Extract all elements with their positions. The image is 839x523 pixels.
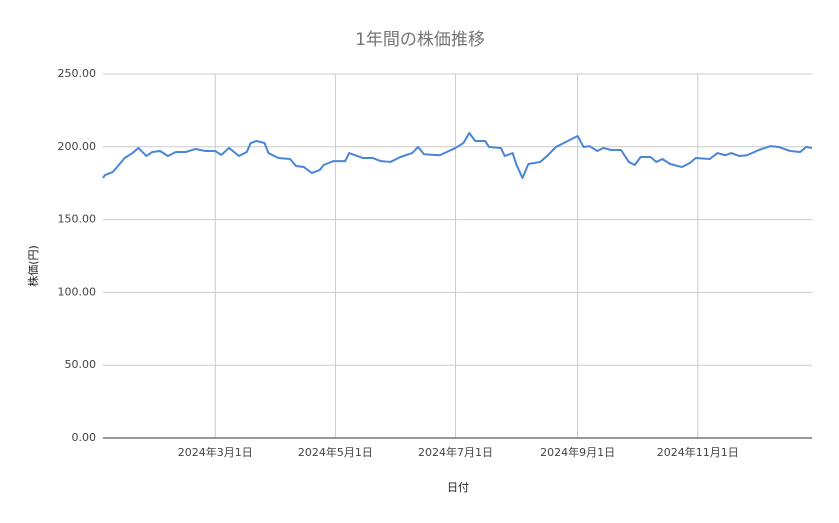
y-tick-label: 200.00 <box>58 140 97 153</box>
x-tick-label: 2024年7月1日 <box>418 445 493 459</box>
x-tick-label: 2024年9月1日 <box>540 445 615 459</box>
x-axis-label: 日付 <box>447 481 469 494</box>
y-tick-label: 150.00 <box>58 213 97 226</box>
y-tick-label: 100.00 <box>58 285 97 298</box>
x-tick-label: 2024年3月1日 <box>178 445 253 459</box>
x-tick-label: 2024年5月1日 <box>298 445 373 459</box>
y-tick-label: 250.00 <box>58 67 97 80</box>
y-tick-label: 50.00 <box>65 358 97 371</box>
chart-title: 1年間の株価推移 <box>355 30 485 50</box>
x-tick-label: 2024年11月1日 <box>657 445 739 459</box>
price-line <box>102 131 813 179</box>
y-tick-label: 0.00 <box>72 431 97 444</box>
y-axis-label: 株価(円) <box>26 245 40 287</box>
